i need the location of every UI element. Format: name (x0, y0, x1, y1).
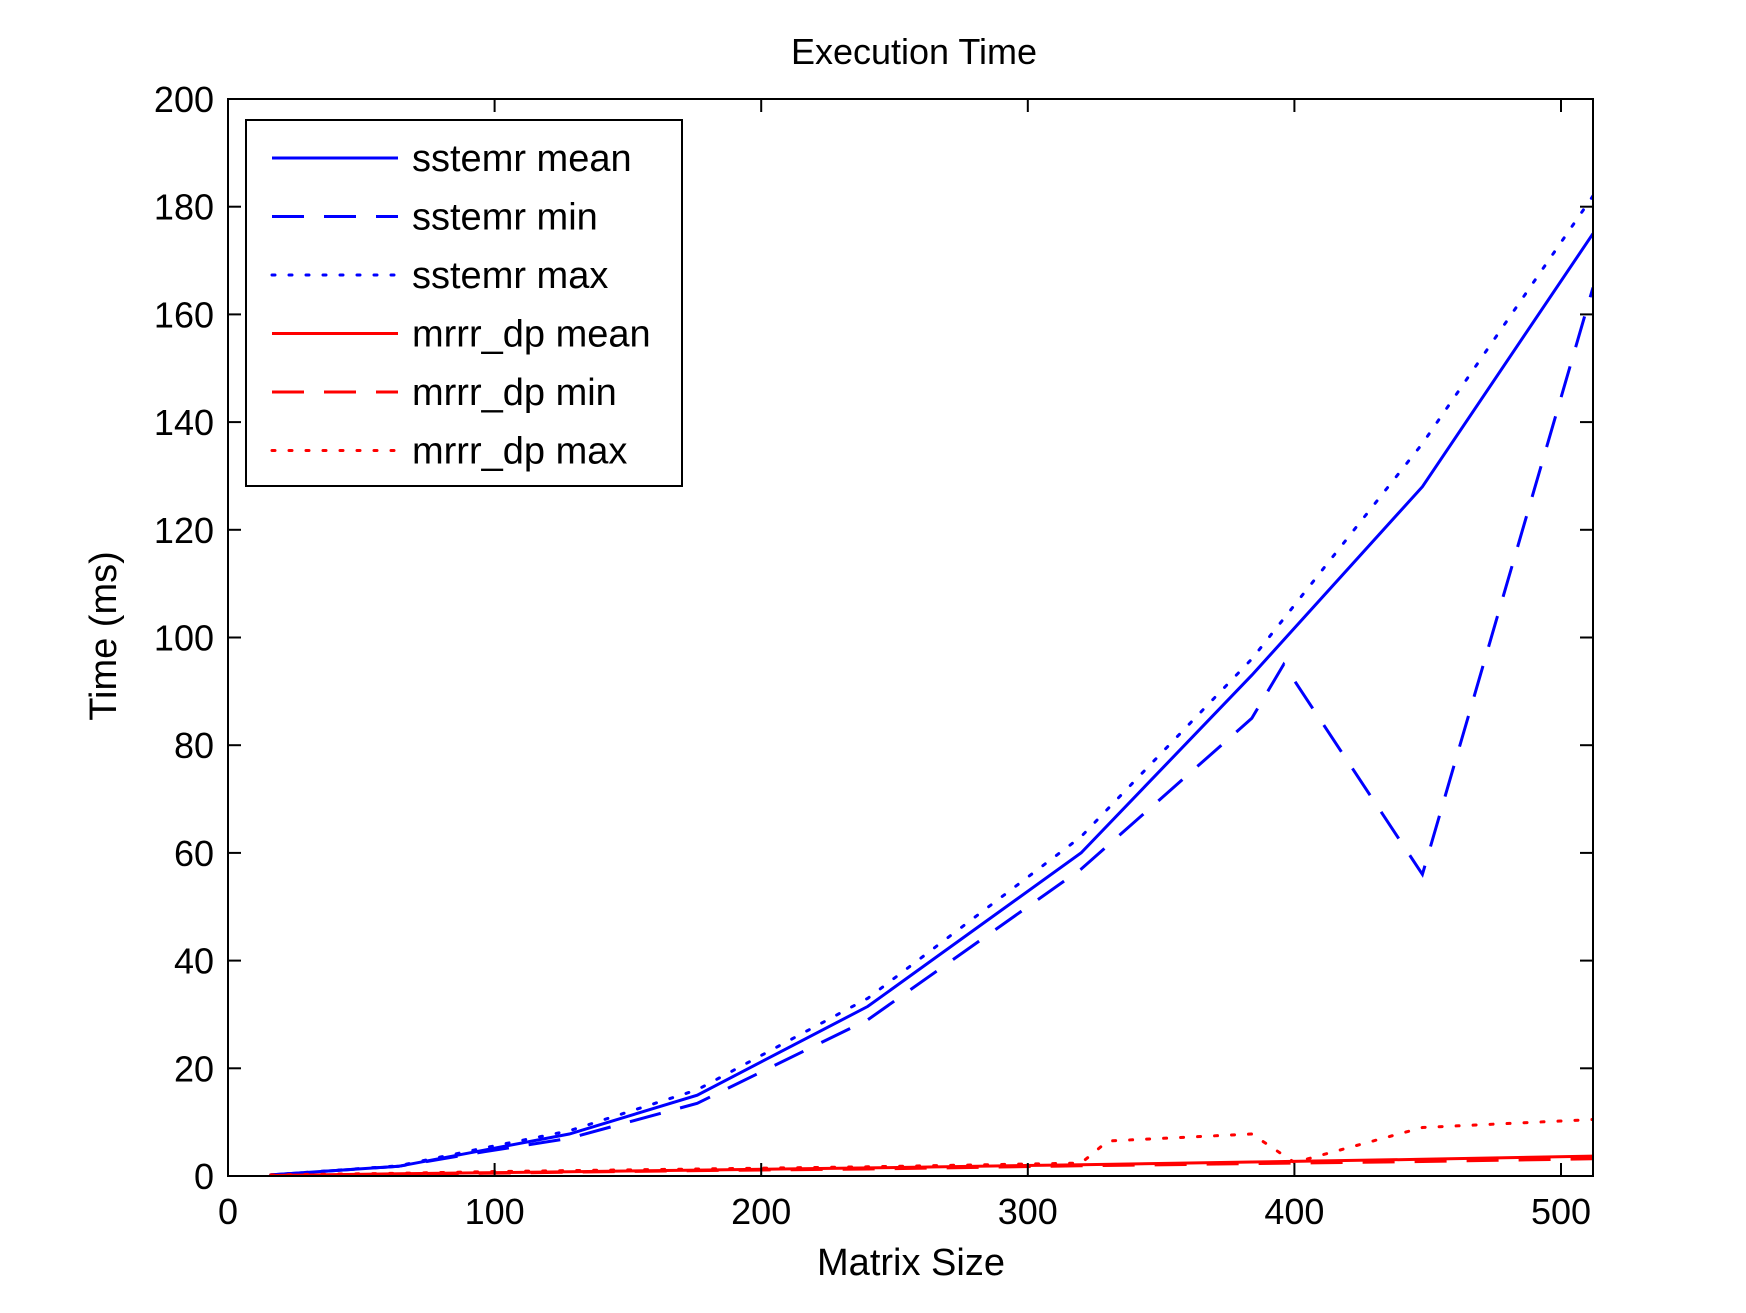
y-tick-label: 200 (154, 79, 214, 120)
y-axis-label: Time (ms) (83, 551, 125, 721)
y-tick-label: 0 (194, 1156, 214, 1197)
x-tick-label: 0 (218, 1191, 238, 1232)
y-tick-label: 60 (174, 833, 214, 874)
legend-label: mrrr_dp min (412, 372, 617, 414)
legend-label: mrrr_dp mean (412, 314, 651, 356)
y-tick-label: 120 (154, 510, 214, 551)
y-tick-label: 100 (154, 618, 214, 659)
chart-title: Execution Time (791, 31, 1037, 72)
y-tick-label: 160 (154, 294, 214, 335)
x-tick-label: 400 (1264, 1191, 1324, 1232)
x-tick-label: 300 (998, 1191, 1058, 1232)
legend-label: sstemr min (412, 197, 598, 239)
x-axis-label: Matrix Size (817, 1242, 1005, 1284)
y-tick-label: 140 (154, 402, 214, 443)
legend-label: mrrr_dp max (412, 431, 627, 473)
y-tick-label: 20 (174, 1048, 214, 1089)
y-tick-label: 180 (154, 187, 214, 228)
series-line-sstemr-min (270, 287, 1593, 1176)
legend: sstemr mean sstemr min sstemr max mrrr_dp m… (245, 119, 683, 487)
y-tick-label: 40 (174, 941, 214, 982)
legend-label: sstemr max (412, 255, 608, 297)
x-tick-label: 100 (465, 1191, 525, 1232)
legend-label: sstemr mean (412, 138, 632, 180)
series-line-sstemr-max (269, 194, 1593, 1176)
x-tick-label: 500 (1531, 1191, 1591, 1232)
plot-area: 0 100 200 300 400 500 0 20 40 60 80 100 120 140 160 180… (154, 79, 1594, 1232)
y-tick-label: 80 (174, 725, 214, 766)
legend-box (245, 119, 683, 487)
x-tick-label: 200 (731, 1191, 791, 1232)
